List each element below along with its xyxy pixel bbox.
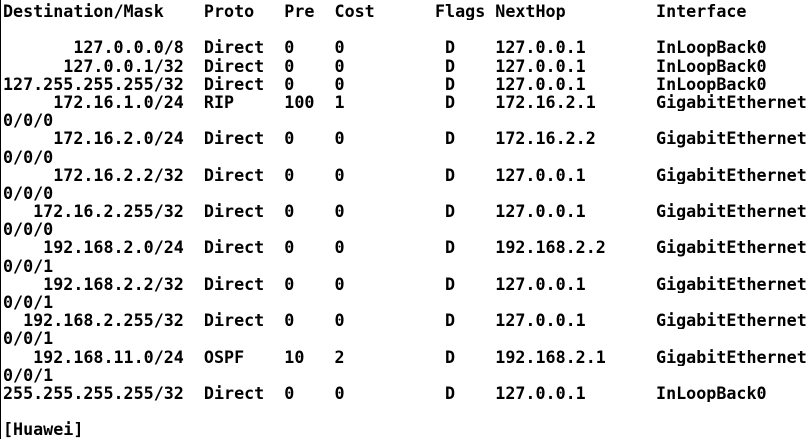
- route-row-continuation: 0/0/1: [3, 293, 54, 312]
- blank-line: [3, 20, 806, 38]
- route-row: 172.16.2.2/32 Direct 0 0 D 127.0.0.1 Gig…: [3, 165, 806, 184]
- route-row: 127.0.0.1/32 Direct 0 0 D 127.0.0.1 InLo…: [3, 56, 767, 75]
- blank-line: [3, 402, 806, 420]
- route-row: 192.168.2.2/32 Direct 0 0 D 127.0.0.1 Gi…: [3, 274, 806, 293]
- route-row: 127.255.255.255/32 Direct 0 0 D 127.0.0.…: [3, 74, 767, 93]
- cli-prompt[interactable]: [Huawei]: [3, 420, 84, 439]
- route-row-continuation: 0/0/0: [3, 111, 54, 130]
- route-row: 192.168.2.0/24 Direct 0 0 D 192.168.2.2 …: [3, 238, 806, 257]
- route-row: 172.16.1.0/24 RIP 100 1 D 172.16.2.1 Gig…: [3, 92, 806, 112]
- route-row: 127.0.0.0/8 Direct 0 0 D 127.0.0.1 InLoo…: [3, 38, 767, 57]
- route-row: 192.168.11.0/24 OSPF 10 2 D 192.168.2.1 …: [3, 347, 806, 366]
- route-row: 172.16.2.255/32 Direct 0 0 D 127.0.0.1 G…: [3, 202, 806, 221]
- route-row-continuation: 0/0/0: [3, 147, 54, 166]
- route-row-continuation: 0/0/0: [3, 220, 54, 239]
- route-row: 255.255.255.255/32 Direct 0 0 D 127.0.0.…: [3, 383, 767, 403]
- route-row: 172.16.2.0/24 Direct 0 0 D 172.16.2.2 Gi…: [3, 129, 806, 148]
- route-row-continuation: 0/0/1: [3, 329, 54, 348]
- route-row-continuation: 0/0/1: [3, 256, 54, 275]
- route-row-continuation: 0/0/0: [3, 183, 54, 203]
- route-row: 192.168.2.255/32 Direct 0 0 D 127.0.0.1 …: [3, 311, 806, 330]
- routing-table-header: Destination/Mask Proto Pre Cost Flags Ne…: [3, 2, 747, 21]
- route-row-continuation: 0/0/1: [3, 365, 54, 384]
- routing-table-output: Destination/Mask Proto Pre Cost Flags Ne…: [3, 2, 806, 402]
